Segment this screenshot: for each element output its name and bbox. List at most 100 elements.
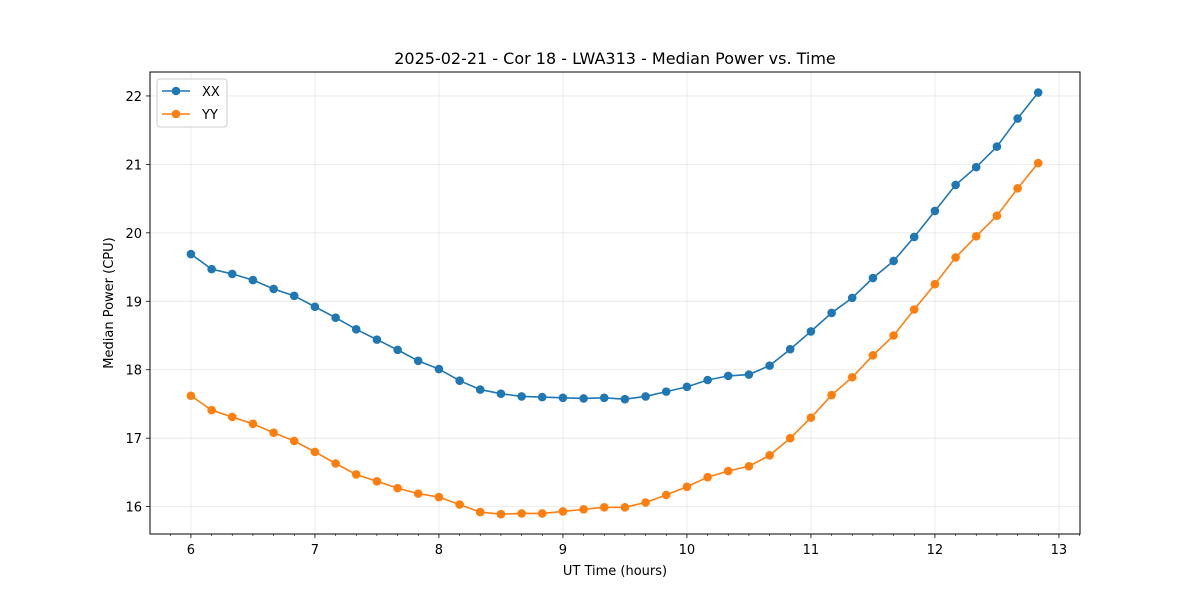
data-point-xx <box>393 345 402 355</box>
data-point-xx <box>909 232 919 242</box>
data-point-xx <box>207 264 216 274</box>
data-point-yy <box>455 500 464 509</box>
data-point-yy <box>868 351 878 360</box>
data-point-xx <box>723 371 733 381</box>
y-tick-label: 22 <box>125 90 142 105</box>
data-point-xx <box>682 382 692 392</box>
data-point-xx <box>806 327 816 336</box>
series-layer <box>186 88 1043 519</box>
data-point-yy <box>269 428 278 438</box>
legend-label-yy: YY <box>201 108 218 123</box>
data-point-xx <box>517 392 526 401</box>
data-point-yy <box>889 331 898 340</box>
y-tick-label: 16 <box>125 501 142 516</box>
data-point-xx <box>310 302 320 312</box>
data-point-xx <box>641 392 650 401</box>
data-point-xx <box>620 394 630 404</box>
data-point-yy <box>434 492 444 502</box>
data-point-xx <box>1013 114 1022 123</box>
series-line-xx <box>190 92 1039 400</box>
data-point-yy <box>413 489 423 498</box>
data-point-xx <box>269 284 278 294</box>
x-tick-label: 10 <box>679 543 696 558</box>
data-point-yy <box>827 390 836 400</box>
data-point-xx <box>186 249 196 259</box>
data-point-xx <box>227 269 237 279</box>
data-point-yy <box>537 509 547 518</box>
data-point-yy <box>372 476 382 486</box>
x-axis: 6 7 8 9 10 11 12 13 <box>169 534 1080 558</box>
data-point-yy <box>186 391 196 401</box>
data-point-xx <box>496 389 506 398</box>
data-point-yy <box>331 459 340 468</box>
x-axis-title: UT Time (hours) <box>563 564 667 579</box>
data-point-xx <box>434 364 444 374</box>
data-point-yy <box>310 447 320 457</box>
data-point-xx <box>351 325 361 334</box>
data-point-xx <box>971 162 981 172</box>
data-point-yy <box>992 211 1002 221</box>
data-point-yy <box>785 433 795 443</box>
data-point-yy <box>847 372 857 382</box>
y-tick-label: 18 <box>125 364 142 379</box>
data-point-yy <box>703 472 712 482</box>
data-point-xx <box>827 308 836 318</box>
data-point-yy <box>765 450 774 460</box>
data-point-xx <box>248 275 258 285</box>
data-point-yy <box>248 419 258 429</box>
data-point-yy <box>1013 184 1022 193</box>
data-point-yy <box>517 509 526 518</box>
grid <box>150 72 1080 534</box>
data-point-xx <box>558 393 568 403</box>
data-point-xx <box>868 273 878 283</box>
data-point-xx <box>455 376 464 385</box>
x-tick-label: 8 <box>435 543 443 558</box>
data-point-xx <box>847 293 857 303</box>
legend: XX YY <box>156 78 228 128</box>
x-tick-label: 9 <box>559 543 567 558</box>
plot-frame <box>149 71 1081 535</box>
data-point-xx <box>372 335 382 344</box>
data-point-yy <box>207 405 216 415</box>
data-point-yy <box>806 413 816 422</box>
y-tick-label: 17 <box>125 432 142 447</box>
data-point-yy <box>682 482 692 492</box>
x-tick-label: 7 <box>311 543 319 558</box>
x-tick-label: 6 <box>187 543 195 558</box>
data-point-yy <box>1033 158 1043 168</box>
data-point-yy <box>393 483 402 493</box>
data-point-yy <box>620 503 630 512</box>
data-point-xx <box>579 394 588 403</box>
data-point-xx <box>475 385 485 394</box>
data-point-yy <box>744 461 754 471</box>
data-point-xx <box>889 256 898 266</box>
data-point-yy <box>723 466 733 476</box>
data-point-yy <box>579 505 588 514</box>
data-point-xx <box>930 206 940 216</box>
data-point-yy <box>227 412 237 422</box>
data-point-yy <box>930 279 940 289</box>
data-point-xx <box>289 291 299 301</box>
data-point-xx <box>992 142 1002 151</box>
data-point-yy <box>661 490 671 500</box>
x-tick-label: 11 <box>803 543 820 558</box>
data-point-xx <box>744 370 754 379</box>
x-tick-label: 13 <box>1051 543 1068 558</box>
y-tick-label: 19 <box>125 295 142 310</box>
data-point-xx <box>765 361 774 370</box>
legend-marker-xx <box>171 86 181 96</box>
data-point-xx <box>785 344 795 354</box>
data-point-xx <box>599 393 609 403</box>
series-xx <box>186 88 1043 404</box>
data-point-yy <box>951 253 960 262</box>
data-point-xx <box>1033 88 1043 97</box>
y-tick-label: 21 <box>125 158 142 173</box>
data-point-yy <box>289 436 299 446</box>
series-line-yy <box>190 162 1039 515</box>
data-point-xx <box>661 387 671 396</box>
data-point-xx <box>413 356 423 366</box>
x-tick-label: 12 <box>927 543 944 558</box>
data-point-yy <box>971 231 981 241</box>
y-axis: 16 17 18 19 20 21 22 <box>125 90 150 516</box>
